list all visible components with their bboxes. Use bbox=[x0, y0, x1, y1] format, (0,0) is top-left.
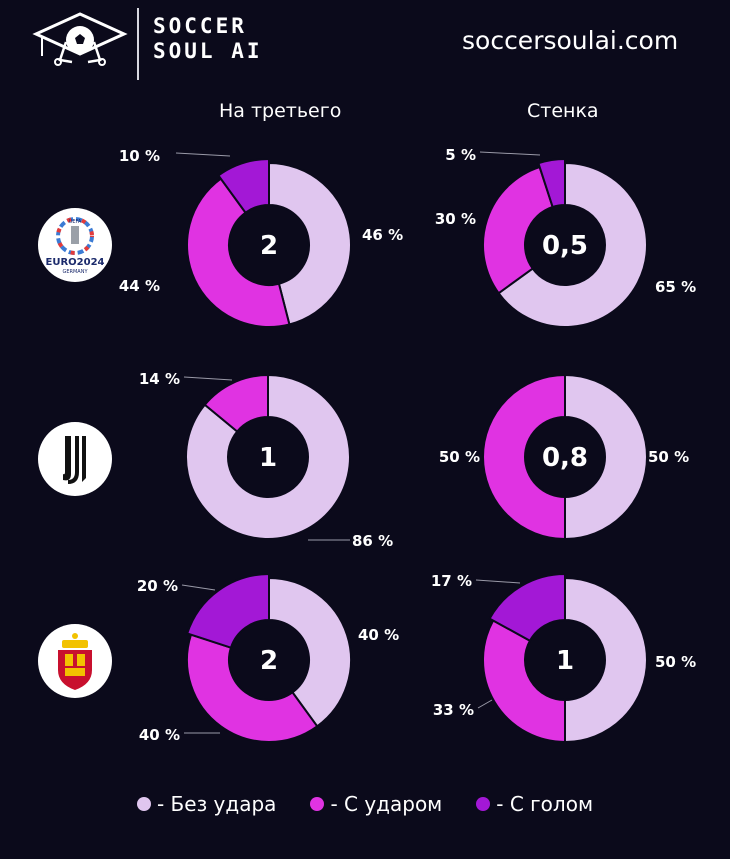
donut-spain-third: 2 40 % 40 % 20 % bbox=[137, 572, 399, 744]
donut-segment-no-shot bbox=[497, 161, 648, 328]
donut-center-value: 1 bbox=[259, 443, 277, 473]
data-label-with-goal: 10 % bbox=[119, 147, 160, 165]
legend-item-with-shot: - С ударом bbox=[310, 792, 442, 816]
donut-center-value: 0,5 bbox=[542, 231, 588, 261]
legend-label-with-goal: - С голом bbox=[496, 792, 594, 816]
data-label-with-goal: 20 % bbox=[137, 577, 178, 595]
brand-name: SOCCER SOUL AI bbox=[153, 14, 263, 64]
data-label-with-shot: 44 % bbox=[119, 277, 160, 295]
data-label-with-shot: 14 % bbox=[139, 370, 180, 388]
data-label-no-shot: 50 % bbox=[648, 448, 689, 466]
donut-segment-no-shot bbox=[564, 576, 648, 744]
data-label-no-shot: 50 % bbox=[655, 653, 696, 671]
spain-federation-logo bbox=[38, 624, 112, 698]
brand-line-2: SOUL AI bbox=[153, 39, 263, 63]
legend-label-with-shot: - С ударом bbox=[330, 792, 443, 816]
legend-label-no-shot: - Без удара bbox=[156, 792, 277, 816]
data-label-with-shot: 33 % bbox=[433, 701, 474, 719]
data-label-with-shot: 30 % bbox=[435, 210, 476, 228]
donut-segment-with-goal bbox=[537, 157, 566, 209]
donut-segment-no-shot bbox=[564, 373, 648, 541]
donut-segment-with-shot bbox=[203, 373, 269, 433]
label-leader-line bbox=[181, 584, 216, 591]
euro-uefa-text: UEFA bbox=[69, 219, 82, 225]
spain-crest-icon bbox=[58, 633, 92, 690]
donut-center-value: 2 bbox=[260, 231, 278, 261]
donut-center-value: 0,8 bbox=[542, 443, 588, 473]
site-url[interactable]: soccersoulai.com bbox=[462, 26, 679, 55]
label-leader-line bbox=[475, 579, 521, 584]
data-label-with-shot: 40 % bbox=[139, 726, 180, 744]
euro-2024-emblem-icon: UEFA EURO2024 GERMANY bbox=[46, 217, 105, 275]
data-label-no-shot: 40 % bbox=[358, 626, 399, 644]
donut-juventus-wall: 0,8 50 % 50 % bbox=[439, 373, 689, 541]
donut-segment-no-shot bbox=[268, 161, 352, 326]
euro-2024-logo: UEFA EURO2024 GERMANY bbox=[38, 208, 112, 282]
data-label-no-shot: 46 % bbox=[362, 226, 403, 244]
data-label-with-goal: 17 % bbox=[431, 572, 472, 590]
brand-line-1: SOCCER bbox=[153, 14, 247, 38]
donut-segment-no-shot bbox=[185, 373, 351, 540]
data-label-with-goal: 5 % bbox=[445, 146, 476, 164]
label-leader-line bbox=[183, 376, 233, 381]
juventus-emblem-icon bbox=[63, 436, 86, 484]
donut-segment-with-shot bbox=[482, 373, 566, 541]
donut-spain-wall: 1 50 % 33 % 17 % bbox=[431, 572, 696, 744]
legend-item-with-goal: - С голом bbox=[476, 792, 593, 816]
header: SOCCER SOUL AI soccersoulai.com bbox=[0, 0, 730, 90]
data-label-with-shot: 50 % bbox=[439, 448, 480, 466]
donut-segment-with-goal bbox=[488, 572, 566, 643]
legend-item-no-shot: - Без удара bbox=[136, 792, 277, 816]
column-title-wall: Стенка bbox=[527, 100, 599, 122]
donut-euro-2024-third: 2 46 % 44 % 10 % bbox=[119, 147, 403, 328]
data-label-no-shot: 86 % bbox=[352, 532, 393, 550]
column-title-third: На третьего bbox=[219, 100, 342, 122]
donut-juventus-third: 1 86 % 14 % bbox=[139, 370, 393, 550]
label-leader-line bbox=[175, 152, 231, 157]
legend-dot-no-shot bbox=[136, 797, 151, 811]
donut-segment-with-goal bbox=[217, 157, 270, 215]
donut-segment-with-goal bbox=[185, 572, 270, 649]
legend-dot-with-shot bbox=[310, 797, 325, 811]
donut-segment-with-shot bbox=[482, 619, 566, 744]
label-leader-line bbox=[479, 151, 541, 156]
donut-center-value: 1 bbox=[556, 646, 574, 676]
euro-sub-text: GERMANY bbox=[62, 269, 88, 275]
donut-segment-with-shot bbox=[482, 165, 554, 295]
soccer-ball-cap-icon bbox=[32, 12, 128, 66]
data-label-no-shot: 65 % bbox=[655, 278, 696, 296]
donut-segment-no-shot bbox=[268, 576, 352, 728]
euro-main-text: EURO2024 bbox=[46, 257, 105, 268]
donut-center-value: 2 bbox=[260, 646, 278, 676]
legend: - Без удара - С ударом - С голом bbox=[0, 792, 730, 816]
juventus-logo bbox=[38, 422, 112, 496]
donut-segment-with-shot bbox=[186, 177, 291, 328]
donut-euro-2024-wall: 0,5 65 % 30 % 5 % bbox=[435, 146, 696, 328]
donut-segment-with-shot bbox=[186, 633, 319, 743]
logo-divider bbox=[137, 8, 139, 80]
label-leader-line bbox=[477, 699, 493, 709]
legend-dot-with-goal bbox=[476, 797, 491, 811]
